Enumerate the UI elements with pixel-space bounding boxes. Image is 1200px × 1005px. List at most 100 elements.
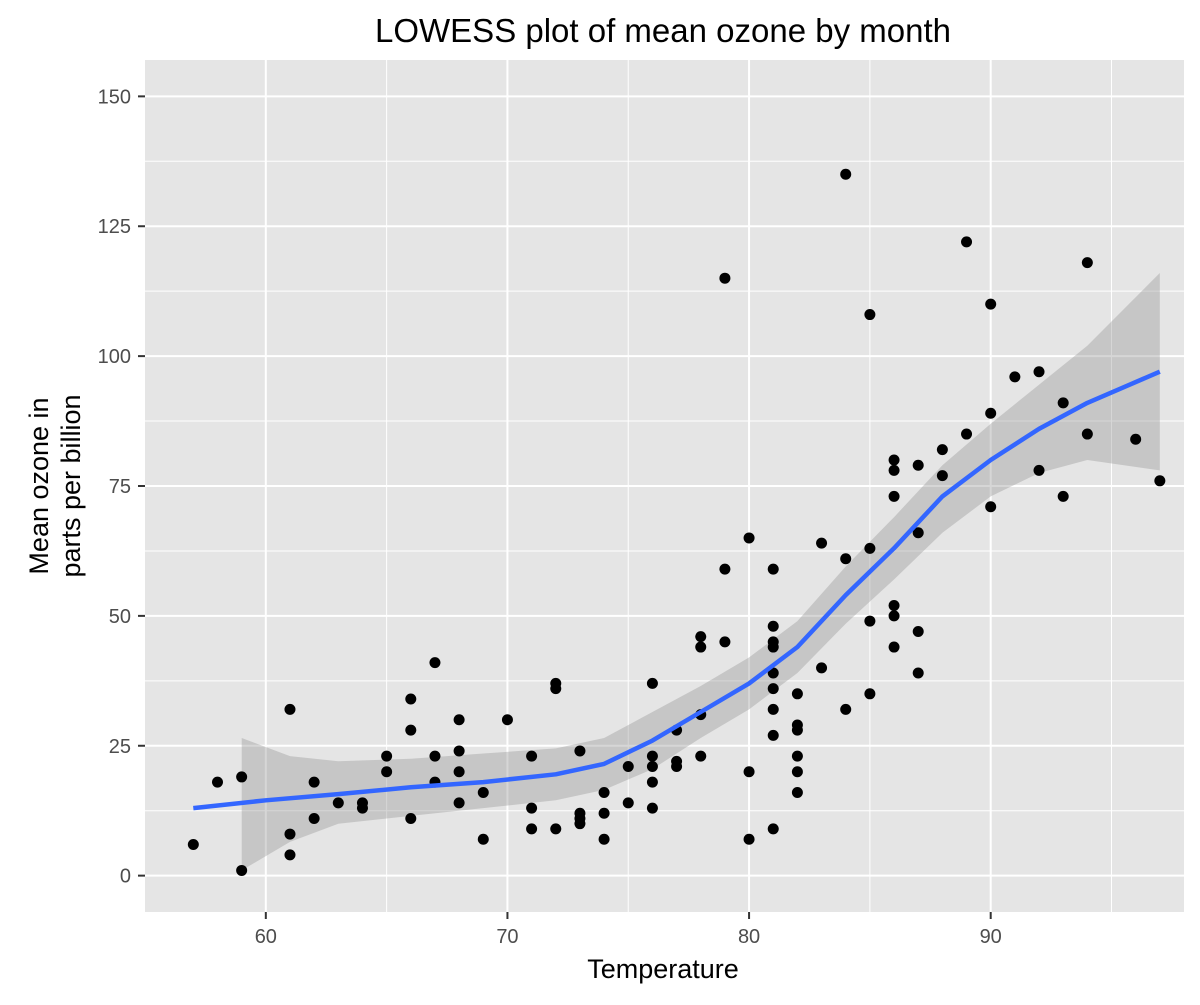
data-point — [791, 750, 803, 762]
y-axis: 0 25 50 75 100 125 150 — [98, 86, 145, 888]
data-point — [284, 828, 296, 840]
data-point — [816, 537, 828, 549]
data-point — [767, 823, 779, 835]
data-point — [1009, 371, 1021, 383]
data-point — [888, 490, 900, 502]
data-point — [840, 553, 852, 565]
data-point — [864, 688, 876, 700]
data-point — [912, 527, 924, 539]
data-point — [622, 761, 634, 773]
data-point — [501, 714, 513, 726]
data-point — [453, 745, 465, 757]
data-point — [308, 812, 320, 824]
data-point — [767, 683, 779, 695]
data-point — [888, 454, 900, 466]
data-point — [236, 771, 248, 783]
data-point — [405, 693, 417, 705]
y-tick-label: 0 — [120, 866, 131, 888]
data-point — [1081, 428, 1093, 440]
data-point — [236, 864, 248, 876]
y-tick-label: 125 — [98, 216, 131, 238]
chart-title: LOWESS plot of mean ozone by month — [375, 12, 951, 49]
data-point — [1057, 397, 1069, 409]
data-point — [791, 766, 803, 778]
data-point — [187, 838, 199, 850]
y-tick-label: 50 — [109, 606, 131, 628]
data-point — [381, 750, 393, 762]
data-point — [550, 683, 562, 695]
y-tick-label: 25 — [109, 736, 131, 758]
data-point — [864, 615, 876, 627]
data-point — [888, 610, 900, 622]
data-point — [743, 833, 755, 845]
data-point — [477, 787, 489, 799]
data-point — [308, 776, 320, 788]
data-point — [767, 620, 779, 632]
data-point — [912, 625, 924, 637]
data-point — [453, 797, 465, 809]
data-point — [743, 532, 755, 544]
data-point — [598, 807, 610, 819]
data-point — [936, 470, 948, 482]
data-points — [187, 168, 1166, 876]
data-point — [598, 787, 610, 799]
data-point — [936, 444, 948, 456]
data-point — [405, 812, 417, 824]
data-point — [646, 802, 658, 814]
y-tick-label: 150 — [98, 86, 131, 108]
x-tick-label: 80 — [738, 926, 760, 948]
data-point — [888, 464, 900, 476]
data-point — [912, 667, 924, 679]
data-point — [791, 688, 803, 700]
x-tick-label: 60 — [255, 926, 277, 948]
y-axis-title: Mean ozone in parts per billion — [24, 394, 86, 577]
data-point — [526, 823, 538, 835]
data-point — [284, 703, 296, 715]
data-point — [743, 766, 755, 778]
data-point — [1033, 464, 1045, 476]
x-axis: 60 70 80 90 — [255, 912, 1002, 948]
data-point — [453, 766, 465, 778]
data-point — [864, 542, 876, 554]
data-point — [1057, 490, 1069, 502]
y-tick-label: 75 — [109, 476, 131, 498]
data-point — [816, 662, 828, 674]
data-point — [791, 787, 803, 799]
data-point — [864, 309, 876, 321]
x-axis-title: Temperature — [587, 954, 739, 984]
data-point — [888, 599, 900, 611]
data-point — [405, 724, 417, 736]
major-gridlines — [145, 60, 1184, 912]
data-point — [1081, 257, 1093, 269]
data-point — [1154, 475, 1166, 487]
data-point — [646, 750, 658, 762]
data-point — [453, 714, 465, 726]
data-point — [574, 818, 586, 830]
data-point — [646, 677, 658, 689]
data-point — [791, 724, 803, 736]
data-point — [719, 636, 731, 648]
data-point — [985, 501, 997, 513]
data-point — [1130, 433, 1142, 445]
data-point — [671, 761, 683, 773]
data-point — [767, 703, 779, 715]
data-point — [767, 641, 779, 653]
data-point — [429, 657, 441, 669]
data-point — [888, 641, 900, 653]
data-point — [429, 750, 441, 762]
x-tick-label: 70 — [496, 926, 518, 948]
data-point — [719, 563, 731, 575]
data-point — [985, 298, 997, 310]
data-point — [526, 750, 538, 762]
data-point — [598, 833, 610, 845]
data-point — [719, 272, 731, 284]
data-point — [381, 766, 393, 778]
data-point — [767, 729, 779, 741]
data-point — [646, 761, 658, 773]
lowess-line — [193, 369, 1161, 811]
data-point — [695, 641, 707, 653]
data-point — [985, 407, 997, 419]
data-point — [284, 849, 296, 861]
